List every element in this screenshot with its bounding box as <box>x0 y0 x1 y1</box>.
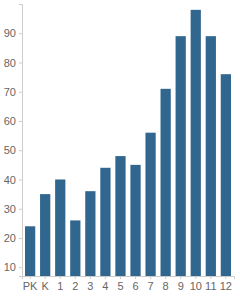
y-tick-mark <box>19 238 22 239</box>
y-axis: 10 20 30 40 50 60 70 80 90 <box>4 5 23 277</box>
x-tick-label: 7 <box>148 280 154 292</box>
bar <box>130 165 140 276</box>
x-tick: 7 <box>148 276 154 292</box>
x-tick: 4 <box>102 276 108 292</box>
bar <box>85 191 95 276</box>
y-axis-line <box>19 5 23 277</box>
y-tick-mark <box>19 267 22 268</box>
bar <box>191 10 201 276</box>
bar <box>70 220 80 276</box>
y-tick: 10 <box>4 261 22 273</box>
bar <box>100 168 110 276</box>
x-tick: K <box>42 276 50 292</box>
bar <box>176 36 186 276</box>
bar <box>55 179 65 276</box>
x-tick: 2 <box>72 276 78 292</box>
x-tick-mark <box>180 276 181 279</box>
x-tick: 12 <box>220 276 232 292</box>
y-tick-label: 90 <box>4 27 16 39</box>
x-tick-label: 10 <box>190 280 202 292</box>
y-tick: 50 <box>4 144 22 156</box>
y-tick-mark <box>19 150 22 151</box>
x-tick-mark <box>195 276 196 279</box>
x-tick: 8 <box>163 276 169 292</box>
x-tick-label: 1 <box>57 280 63 292</box>
bar <box>40 194 50 276</box>
y-tick-mark <box>19 62 22 63</box>
x-tick-label: K <box>42 280 50 292</box>
y-tick-label: 60 <box>4 115 16 127</box>
x-tick-mark <box>105 276 106 279</box>
x-tick-mark <box>120 276 121 279</box>
y-tick: 80 <box>4 57 22 69</box>
y-tick-label: 20 <box>4 232 16 244</box>
y-tick-label: 10 <box>4 261 16 273</box>
x-tick-label: 8 <box>163 280 169 292</box>
chart: 102030405060708090PKK123456789101112 <box>0 0 240 296</box>
x-tick: 3 <box>87 276 93 292</box>
y-tick-mark <box>19 92 22 93</box>
x-tick-label: 6 <box>132 280 138 292</box>
x-tick-mark <box>165 276 166 279</box>
x-tick: 11 <box>205 276 216 292</box>
x-axis-line <box>23 277 235 280</box>
x-axis: PKK123456789101112 <box>23 276 235 292</box>
bar <box>161 89 171 276</box>
y-tick-label: 50 <box>4 144 16 156</box>
x-tick: 10 <box>190 276 202 292</box>
x-tick-label: PK <box>23 280 38 292</box>
x-tick-mark <box>75 276 76 279</box>
y-tick-mark <box>19 179 22 180</box>
x-tick-mark <box>225 276 226 279</box>
y-tick: 70 <box>4 86 22 98</box>
x-tick-mark <box>150 276 151 279</box>
bar <box>115 156 125 276</box>
x-tick-mark <box>30 276 31 279</box>
x-tick-label: 11 <box>205 280 216 292</box>
x-tick: 1 <box>57 276 63 292</box>
bar <box>206 36 216 276</box>
y-tick-mark <box>19 121 22 122</box>
x-tick-mark <box>45 276 46 279</box>
x-tick-mark <box>60 276 61 279</box>
y-tick: 60 <box>4 115 22 127</box>
bar <box>221 74 231 276</box>
x-tick: 6 <box>132 276 138 292</box>
y-tick-label: 80 <box>4 57 16 69</box>
y-tick: 20 <box>4 232 22 244</box>
y-tick-mark <box>19 209 22 210</box>
x-tick-mark <box>210 276 211 279</box>
x-tick: PK <box>23 276 38 292</box>
x-tick-label: 9 <box>178 280 184 292</box>
x-tick-label: 12 <box>220 280 232 292</box>
x-tick-label: 3 <box>87 280 93 292</box>
x-tick-label: 4 <box>102 280 108 292</box>
bar <box>145 133 155 276</box>
y-tick: 90 <box>4 27 22 39</box>
y-tick-label: 70 <box>4 86 16 98</box>
plot: 102030405060708090PKK123456789101112 <box>4 5 235 292</box>
x-tick: 5 <box>117 276 123 292</box>
x-tick: 9 <box>178 276 184 292</box>
bar <box>25 226 35 276</box>
y-tick-label: 30 <box>4 203 16 215</box>
y-tick-mark <box>19 33 22 34</box>
y-tick-label: 40 <box>4 174 16 186</box>
x-tick-mark <box>90 276 91 279</box>
y-tick: 30 <box>4 203 22 215</box>
x-tick-label: 2 <box>72 280 78 292</box>
x-tick-mark <box>135 276 136 279</box>
bars <box>25 10 231 276</box>
y-tick: 40 <box>4 174 22 186</box>
x-tick-label: 5 <box>117 280 123 292</box>
